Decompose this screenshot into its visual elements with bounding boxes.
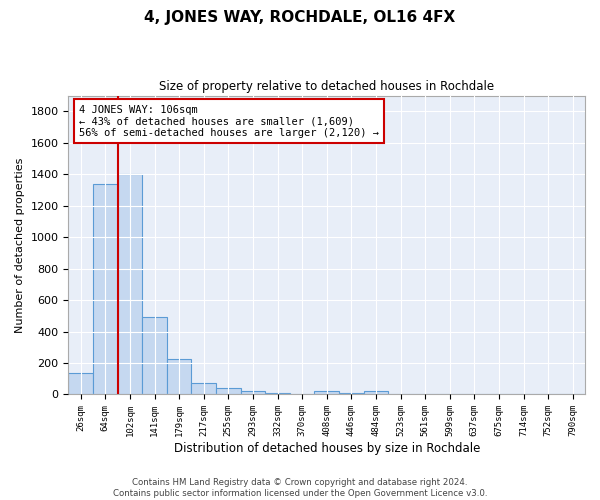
Bar xyxy=(265,392,290,394)
Bar xyxy=(241,390,265,394)
Bar xyxy=(142,316,167,394)
Title: Size of property relative to detached houses in Rochdale: Size of property relative to detached ho… xyxy=(159,80,494,93)
Bar xyxy=(339,393,364,394)
Bar xyxy=(118,174,142,394)
Bar xyxy=(68,373,93,394)
Text: Contains HM Land Registry data © Crown copyright and database right 2024.
Contai: Contains HM Land Registry data © Crown c… xyxy=(113,478,487,498)
Bar xyxy=(314,392,339,394)
Text: 4, JONES WAY, ROCHDALE, OL16 4FX: 4, JONES WAY, ROCHDALE, OL16 4FX xyxy=(145,10,455,25)
Bar xyxy=(216,388,241,394)
X-axis label: Distribution of detached houses by size in Rochdale: Distribution of detached houses by size … xyxy=(173,442,480,455)
Bar xyxy=(93,184,118,394)
Text: 4 JONES WAY: 106sqm
← 43% of detached houses are smaller (1,609)
56% of semi-det: 4 JONES WAY: 106sqm ← 43% of detached ho… xyxy=(79,104,379,138)
Bar xyxy=(191,382,216,394)
Y-axis label: Number of detached properties: Number of detached properties xyxy=(15,158,25,332)
Bar xyxy=(167,359,191,394)
Bar xyxy=(364,392,388,394)
